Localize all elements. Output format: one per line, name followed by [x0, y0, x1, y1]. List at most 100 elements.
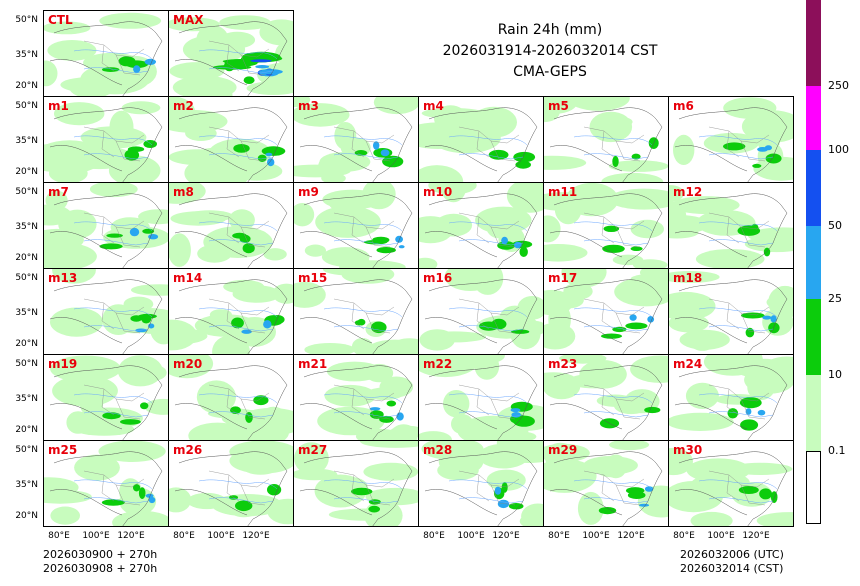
- rainfall-map: [669, 185, 793, 268]
- country-boundary: [424, 365, 538, 440]
- footer-init-cst: 2026030908 + 270h: [43, 562, 158, 575]
- rain-light-area: [328, 508, 401, 521]
- country-boundary: [49, 107, 163, 182]
- rain-moderate-area: [233, 144, 250, 153]
- province-boundaries: [83, 470, 145, 506]
- lat-tick-label: 35°N: [15, 394, 38, 404]
- rain-light-area: [609, 441, 650, 451]
- rain-light-area: [50, 355, 121, 383]
- rain-light-area: [123, 296, 154, 312]
- rain-light-area: [685, 382, 719, 409]
- river-lines: [573, 307, 653, 332]
- rain-light-area: [766, 295, 793, 310]
- province-boundaries: [458, 470, 520, 506]
- lat-tick-label: 35°N: [15, 136, 38, 146]
- country-boundary: [549, 279, 663, 354]
- rain-heavy-area: [638, 503, 650, 507]
- rain-light-area: [506, 183, 543, 213]
- map-panel-m18: m18: [668, 268, 794, 355]
- river-lines: [698, 393, 778, 418]
- country-boundary: [174, 279, 288, 354]
- rain-light-area: [419, 257, 438, 268]
- rainfall-map: [299, 361, 418, 440]
- rain-light-area: [169, 183, 206, 204]
- rain-heavy-area: [757, 409, 766, 416]
- rain-moderate-area: [143, 140, 157, 148]
- rain-light-area: [519, 513, 543, 526]
- river-lines: [323, 135, 403, 160]
- lon-tick-label: 80°E: [48, 531, 70, 541]
- panel-label: CTL: [48, 13, 73, 27]
- rain-heavy-area: [770, 315, 777, 323]
- lon-tick-label: 120°E: [492, 531, 520, 541]
- rain-light-area: [443, 390, 470, 418]
- river-lines: [698, 479, 778, 504]
- rain-light-area: [669, 271, 720, 283]
- river-lines: [73, 393, 153, 418]
- map-panel-m11: m11: [543, 182, 669, 269]
- map-panel-m28: m28: [418, 440, 544, 527]
- rain-heavy-area: [145, 493, 154, 498]
- map-panel-m14: m14: [168, 268, 294, 355]
- rain-moderate-area: [239, 234, 251, 243]
- rain-light-area: [99, 12, 162, 29]
- panel-label: m25: [48, 443, 78, 457]
- province-boundaries: [208, 212, 270, 248]
- province-boundaries: [583, 298, 645, 334]
- rain-heavy-area: [644, 486, 654, 492]
- rain-light-area: [419, 329, 455, 351]
- rain-moderate-area: [133, 484, 141, 492]
- footer-valid-cst: 2026032014 (CST): [680, 562, 784, 575]
- rain-moderate-area: [253, 395, 269, 406]
- rain-light-area: [544, 155, 587, 170]
- rain-light-area: [669, 185, 684, 202]
- map-panel-m19: m19: [43, 354, 169, 441]
- rain-heavy-area: [380, 149, 390, 157]
- rainfall-map: [49, 355, 168, 440]
- rain-light-area: [544, 322, 576, 350]
- rain-light-area: [231, 161, 283, 181]
- map-panel-m1: m1: [43, 96, 169, 183]
- rain-moderate-area: [118, 56, 136, 67]
- rain-light-area: [365, 363, 394, 383]
- map-panel-m23: m23: [543, 354, 669, 441]
- panel-label: m21: [298, 357, 328, 371]
- rain-light-area: [212, 335, 250, 354]
- rain-light-area: [419, 355, 479, 378]
- rain-light-area: [608, 160, 668, 172]
- province-boundaries: [458, 126, 520, 162]
- colorbar-segment: [806, 150, 821, 226]
- rainfall-map: [169, 279, 293, 354]
- rain-moderate-area: [261, 146, 286, 156]
- rain-light-area: [144, 398, 168, 415]
- rain-light-area: [44, 477, 79, 498]
- rain-light-area: [319, 152, 371, 172]
- map-panel-m6: m6: [668, 96, 794, 183]
- map-panel-m16: m16: [418, 268, 544, 355]
- rain-light-area: [294, 442, 329, 475]
- rain-light-area: [89, 183, 138, 198]
- rain-heavy-area: [757, 147, 769, 152]
- rain-moderate-area: [738, 486, 759, 494]
- rain-light-area: [131, 284, 168, 296]
- panel-label: m4: [423, 99, 444, 113]
- rain-light-area: [703, 355, 762, 376]
- river-lines: [73, 307, 153, 332]
- rain-light-area: [419, 216, 454, 244]
- rain-light-area: [267, 498, 293, 525]
- map-panel-m10: m10: [418, 182, 544, 269]
- rain-moderate-area: [631, 153, 641, 160]
- map-panel-m13: m13: [43, 268, 169, 355]
- panel-label: m7: [48, 185, 69, 199]
- rain-light-area: [52, 269, 96, 284]
- rain-light-area: [121, 101, 161, 115]
- rain-moderate-area: [630, 246, 643, 251]
- colorbar-segment: [806, 86, 821, 150]
- rain-moderate-area: [371, 321, 387, 334]
- panel-label: m30: [673, 443, 703, 457]
- river-lines: [198, 479, 278, 504]
- river-lines: [73, 49, 153, 74]
- rain-moderate-area: [120, 419, 141, 425]
- rain-light-area: [44, 143, 72, 172]
- river-lines: [448, 307, 528, 332]
